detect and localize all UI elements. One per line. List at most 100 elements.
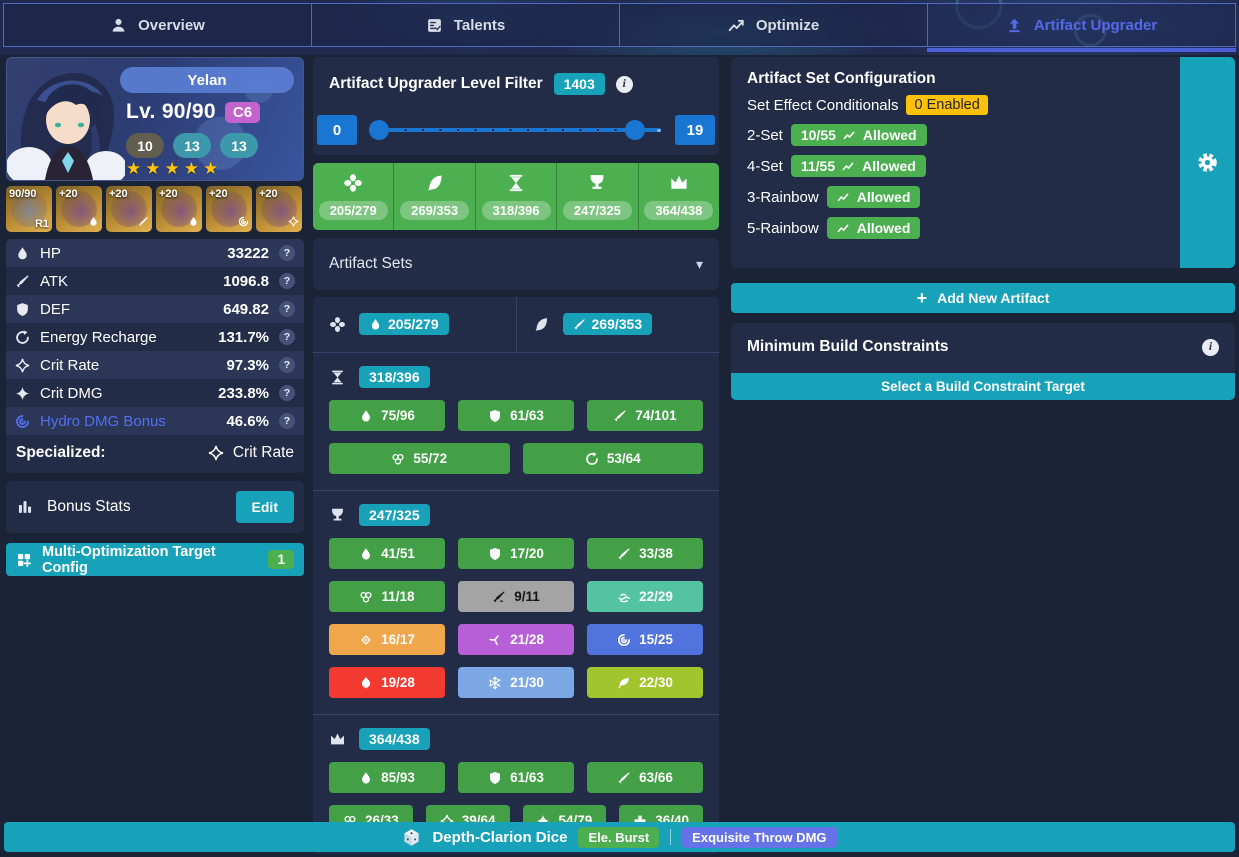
slot-total-badge: 318/396 bbox=[359, 366, 430, 388]
tile-level-label: +20 bbox=[59, 188, 78, 200]
slider-handle-low[interactable] bbox=[369, 120, 389, 140]
help-icon[interactable]: ? bbox=[279, 357, 295, 373]
heal-icon bbox=[633, 814, 647, 828]
add-new-artifact-button[interactable]: + Add New Artifact bbox=[731, 283, 1235, 313]
substat-filter-hydro[interactable]: 15/25 bbox=[587, 624, 703, 655]
set-allow-rows: 2-Set 10/55 Allowed 4-Set 11/55 Allowed 3-Rain… bbox=[747, 124, 1164, 239]
tab-artifact-upgrader[interactable]: Artifact Upgrader bbox=[927, 4, 1236, 52]
level-filter-title: Artifact Upgrader Level Filter bbox=[329, 75, 543, 92]
info-icon[interactable]: i bbox=[1202, 338, 1219, 356]
artifact-card-sands[interactable]: +20 bbox=[156, 186, 202, 232]
slot-filter-flower[interactable]: 205/279 bbox=[313, 163, 394, 230]
substat-filter-er[interactable]: 53/64 bbox=[522, 443, 703, 474]
stat-rows: HP 33222? ATK 1096.8? DEF 649.82? Energy Recha… bbox=[6, 239, 304, 435]
substat-filter-drop[interactable]: 75/96 bbox=[329, 400, 445, 431]
multi-opt-count-badge: 1 bbox=[268, 550, 294, 569]
stat-label: Crit DMG bbox=[40, 384, 103, 402]
substat-filter-atk[interactable]: 63/66 bbox=[587, 762, 703, 793]
substat-filter-anemo[interactable]: 22/29 bbox=[587, 581, 703, 612]
artifact-card-plume[interactable]: +20 bbox=[106, 186, 152, 232]
substat-filter-shield[interactable]: 17/20 bbox=[458, 538, 574, 569]
specialized-label: Specialized: bbox=[16, 444, 106, 461]
multi-optimization-config-button[interactable]: Multi-Optimization Target Config 1 bbox=[6, 543, 304, 576]
allowed-badge[interactable]: 10/55 Allowed bbox=[790, 124, 927, 146]
help-icon[interactable]: ? bbox=[279, 273, 295, 289]
slot-total-badge: 247/325 bbox=[359, 504, 430, 526]
bonus-stats-title: Bonus Stats bbox=[47, 498, 131, 515]
character-portrait bbox=[7, 58, 127, 180]
allowed-badge[interactable]: 11/55 Allowed bbox=[790, 155, 926, 177]
substat-filter-atk[interactable]: 33/38 bbox=[587, 538, 703, 569]
character-card[interactable]: Yelan Lv. 90/90 C6 10 13 13 ★★★★★ bbox=[6, 57, 304, 181]
help-icon[interactable]: ? bbox=[279, 413, 295, 429]
artifact-card-circlet[interactable]: +20 bbox=[256, 186, 302, 232]
select-build-constraint-button[interactable]: Select a Build Constraint Target bbox=[731, 373, 1235, 400]
substat-filter-shield[interactable]: 61/63 bbox=[458, 762, 574, 793]
sands-icon bbox=[506, 173, 526, 193]
stat-row-atk: ATK 1096.8? bbox=[6, 267, 304, 295]
artifact-sets-dropdown[interactable]: Artifact Sets ▾ bbox=[313, 238, 719, 290]
artifact-card-goblet[interactable]: +20 bbox=[206, 186, 252, 232]
slider-handle-high[interactable] bbox=[625, 120, 645, 140]
conditionals-label: Set Effect Conditionals bbox=[747, 96, 899, 114]
flower-icon bbox=[329, 316, 346, 333]
substat-filter-em[interactable]: 11/18 bbox=[329, 581, 445, 612]
substat-filter-em[interactable]: 55/72 bbox=[329, 443, 510, 474]
slot-overview-flower: 205/279 bbox=[313, 297, 516, 352]
zigzag-icon bbox=[843, 129, 856, 142]
substat-filter-shield[interactable]: 61/63 bbox=[458, 400, 574, 431]
allowed-badge[interactable]: Allowed bbox=[826, 186, 921, 208]
slider-end-mark bbox=[657, 129, 661, 132]
flower-plume-row: 205/279 269/353 bbox=[313, 297, 719, 352]
substat-section-goblet: 247/325 41/51 17/20 33/38 11/18 9/11 22/29 16/1… bbox=[313, 490, 719, 714]
help-icon[interactable]: ? bbox=[279, 245, 295, 261]
tab-talents[interactable]: Talents bbox=[311, 4, 619, 46]
substat-filter-pyro[interactable]: 19/28 bbox=[329, 667, 445, 698]
set-row-label: 5-Rainbow bbox=[747, 219, 819, 237]
artifact-card-flower[interactable]: +20 bbox=[56, 186, 102, 232]
critdmg-icon bbox=[536, 814, 550, 828]
slot-filter-goblet[interactable]: 247/325 bbox=[556, 163, 638, 230]
tile-level-label: +20 bbox=[209, 188, 228, 200]
mainstat-mini bbox=[88, 216, 99, 230]
slot-filter-circlet[interactable]: 364/438 bbox=[637, 163, 719, 230]
help-icon[interactable]: ? bbox=[279, 385, 295, 401]
cryo-icon bbox=[488, 676, 502, 690]
substat-filter-drop[interactable]: 85/93 bbox=[329, 762, 445, 793]
substat-filter-drop[interactable]: 41/51 bbox=[329, 538, 445, 569]
substat-filter-cryo[interactable]: 21/30 bbox=[458, 667, 574, 698]
drop-icon bbox=[359, 771, 373, 785]
stat-label: Hydro DMG Bonus bbox=[40, 412, 166, 430]
set-config-settings-button[interactable] bbox=[1180, 57, 1235, 268]
set-row-label: 2-Set bbox=[747, 126, 783, 144]
zigzag-icon bbox=[842, 160, 855, 173]
stat-label: HP bbox=[40, 244, 61, 262]
info-icon[interactable]: i bbox=[615, 75, 633, 93]
substat-counts-panel: 205/279 269/353 318/396 75/96 61/63 74/101 55… bbox=[313, 297, 719, 854]
substat-filter-atk[interactable]: 74/101 bbox=[587, 400, 703, 431]
substat-filter-electro[interactable]: 21/28 bbox=[458, 624, 574, 655]
weapon-card[interactable]: 90/90 R1 bbox=[6, 186, 52, 232]
slider-track[interactable] bbox=[359, 115, 673, 145]
stat-row-hydro-dmg-bonus: Hydro DMG Bonus 46.6%? bbox=[6, 407, 304, 435]
set-config-row-5-rainbow: 5-Rainbow Allowed bbox=[747, 217, 1164, 239]
tab-overview[interactable]: Overview bbox=[4, 4, 311, 46]
tab-optimize[interactable]: Optimize bbox=[619, 4, 927, 46]
substat-filter-geo[interactable]: 16/17 bbox=[329, 624, 445, 655]
substat-filter-physical[interactable]: 9/11 bbox=[458, 581, 574, 612]
footer-badge-ele-burst: Ele. Burst bbox=[578, 826, 660, 848]
allowed-badge[interactable]: Allowed bbox=[826, 217, 921, 239]
help-icon[interactable]: ? bbox=[279, 301, 295, 317]
slot-filter-plume[interactable]: 269/353 bbox=[393, 163, 475, 230]
help-icon[interactable]: ? bbox=[279, 329, 295, 345]
mainstat-mini bbox=[138, 216, 149, 230]
upload-icon bbox=[1006, 17, 1023, 34]
stat-row-hp: HP 33222? bbox=[6, 239, 304, 267]
slot-filter-sands[interactable]: 318/396 bbox=[474, 163, 557, 230]
set-config-row-4-set: 4-Set 11/55 Allowed bbox=[747, 155, 1164, 177]
edit-bonus-stats-button[interactable]: Edit bbox=[235, 491, 294, 523]
substat-filter-dendro[interactable]: 22/30 bbox=[587, 667, 703, 698]
artifact-set-configuration-card: Artifact Set Configuration Set Effect Co… bbox=[731, 57, 1235, 268]
upgrader-column: Artifact Upgrader Level Filter 1403 i 0 … bbox=[313, 57, 719, 854]
multi-opt-label: Multi-Optimization Target Config bbox=[42, 543, 216, 576]
